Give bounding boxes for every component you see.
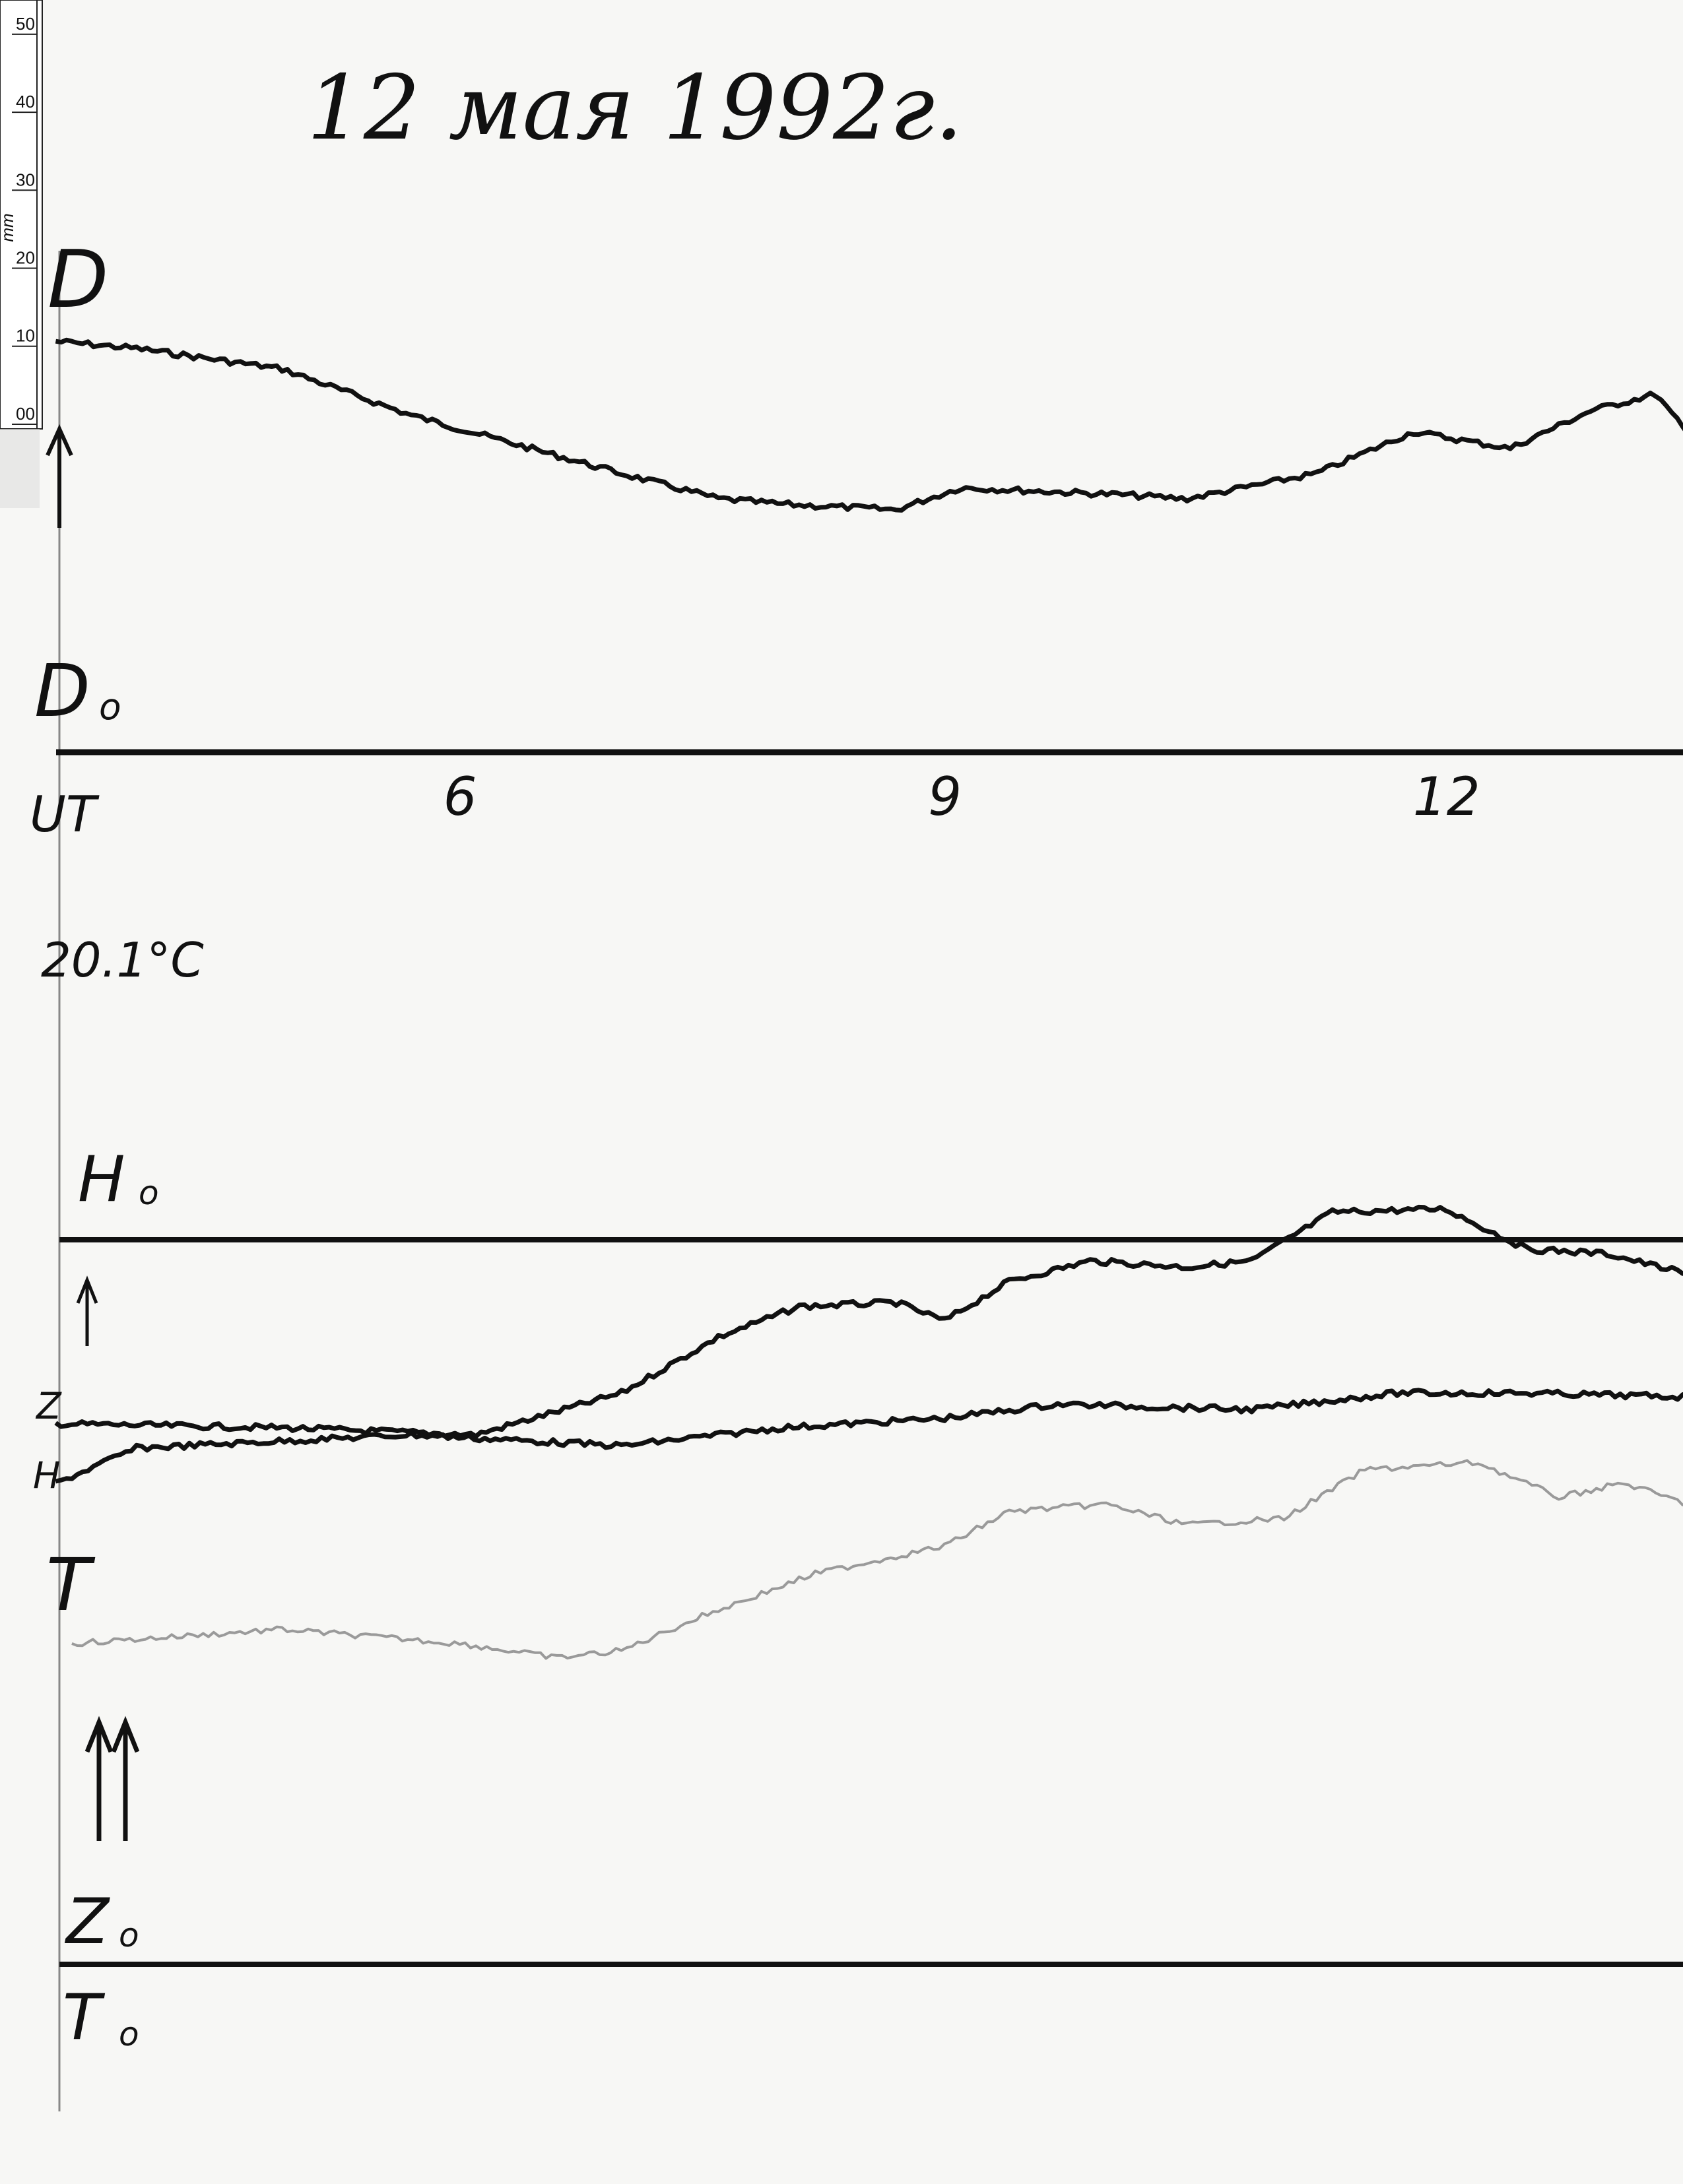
trace-Z — [54, 1204, 1683, 1439]
trace-D — [55, 337, 1683, 513]
label-H0: H — [78, 1143, 125, 1216]
label-T0: T — [63, 1981, 106, 2054]
temperature-label: 20.1°C — [41, 932, 204, 988]
label-D0: D — [34, 649, 90, 733]
axis-label-UT: UT — [30, 785, 100, 843]
x-tick-label: 12 — [1413, 766, 1480, 827]
label-T0-sub: o — [119, 2015, 139, 2053]
label-Z0-sub: o — [119, 1916, 139, 1954]
x-tick-label: 9 — [928, 766, 962, 827]
ruler-tick-label: 20 — [16, 248, 35, 268]
label-T: T — [46, 1543, 96, 1627]
chart-title: 12 мая 1992г. — [307, 56, 963, 160]
trace-T — [71, 1459, 1683, 1660]
ruler-unit: mm — [0, 213, 17, 241]
label-H: H — [33, 1454, 60, 1496]
label-H0-sub: o — [139, 1174, 159, 1212]
ruler-tick-label: 40 — [16, 92, 35, 112]
tape-strip — [0, 429, 40, 508]
label-Z0: Z — [64, 1886, 110, 1958]
double-arrow-up-icon — [84, 1716, 140, 1841]
ruler-tick-label: 50 — [16, 14, 35, 34]
mm-ruler: 50 40 30 20 10 00 mm — [0, 0, 43, 430]
label-Z: Z — [35, 1385, 62, 1427]
label-D: D — [48, 234, 108, 326]
ruler-tick-label: 00 — [16, 404, 35, 424]
ruler-tick-label: 30 — [16, 170, 35, 189]
arrow-up-icon — [76, 1275, 98, 1346]
trace-H — [55, 1388, 1683, 1484]
label-D0-sub: o — [99, 686, 121, 728]
ruler-tick-label: 10 — [16, 326, 35, 346]
x-tick-label: 6 — [444, 766, 477, 827]
arrow-up-icon — [46, 424, 73, 528]
